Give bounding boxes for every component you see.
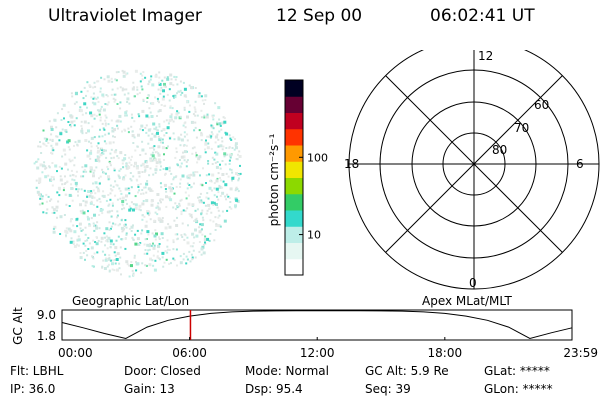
colorbar-segment [285, 258, 303, 276]
info-field: Dsp: 95.4 [245, 382, 303, 396]
mlt-label-midnight: 0 [469, 276, 477, 290]
info-field: IP: 36.0 [10, 382, 56, 396]
colorbar-segment [285, 226, 303, 243]
timeline-x-tick-label: 12:00 [300, 346, 335, 360]
altitude-curve [61, 310, 573, 340]
info-field: GC Alt: 5.9 Re [365, 364, 449, 378]
colorbar-segment [285, 193, 303, 211]
altitude-timeline: GC Alt 9.0 1.8 00:00 06:00 12:00 18:00 23:59 [11, 307, 598, 360]
timeline-y-tick-high: 9.0 [37, 308, 56, 322]
timeline-x-tick-label: 06:00 [172, 346, 207, 360]
mlt-label-noon: 12 [478, 50, 493, 63]
timeline-y-axis-label: GC Alt [11, 307, 25, 345]
info-field: GLon: ***** [484, 382, 553, 396]
info-field: Flt: LBHL [10, 364, 64, 378]
mlt-label-dawn: 6 [576, 157, 584, 171]
header-time: 06:02:41 UT [430, 6, 535, 26]
timeline-x-tick-label: 23:59 [563, 346, 598, 360]
auroral-image [33, 69, 242, 278]
info-field: Seq: 39 [365, 382, 411, 396]
auroral-speckles [33, 69, 242, 278]
timeline-x-tick-label: 00:00 [58, 346, 93, 360]
colorbar-segment [285, 210, 303, 227]
info-field: Gain: 13 [124, 382, 175, 396]
colorbar-segment [285, 161, 303, 178]
colorbar-unit-label: photon cm⁻²s⁻¹ [267, 133, 281, 226]
lat-label-80: 80 [492, 143, 507, 157]
colorbar: 100 10 photon cm⁻²s⁻¹ [267, 79, 328, 276]
colorbar-segment [285, 112, 303, 130]
timeline-x-tick-label: 18:00 [428, 346, 463, 360]
info-field: Door: Closed [124, 364, 201, 378]
timeline-left-title: Geographic Lat/Lon [72, 294, 190, 308]
info-field: GLat: ***** [484, 364, 550, 378]
lat-label-60: 60 [534, 98, 549, 112]
header-date: 12 Sep 00 [276, 6, 363, 26]
colorbar-segment [285, 242, 303, 260]
lat-label-70: 70 [514, 121, 529, 135]
mlt-label-dusk: 18 [344, 157, 359, 171]
colorbar-tick-label: 10 [307, 229, 321, 242]
colorbar-segment [285, 128, 303, 146]
polar-diagonal-2 [385, 75, 563, 253]
instrument-title: Ultraviolet Imager [48, 6, 202, 26]
timeline-frame [61, 309, 573, 341]
timeline-y-tick-low: 1.8 [37, 329, 56, 343]
colorbar-segment [285, 145, 303, 162]
colorbar-segment [285, 177, 303, 195]
colorbar-tick-label: 100 [307, 151, 328, 164]
colorbar-segment [285, 80, 303, 97]
polar-grid: 12 0 18 6 80 70 60 [344, 50, 600, 290]
info-field: Mode: Normal [245, 364, 329, 378]
timeline-right-title: Apex MLat/MLT [422, 294, 512, 308]
colorbar-segment [285, 96, 303, 113]
colorbar-frame [284, 79, 304, 276]
